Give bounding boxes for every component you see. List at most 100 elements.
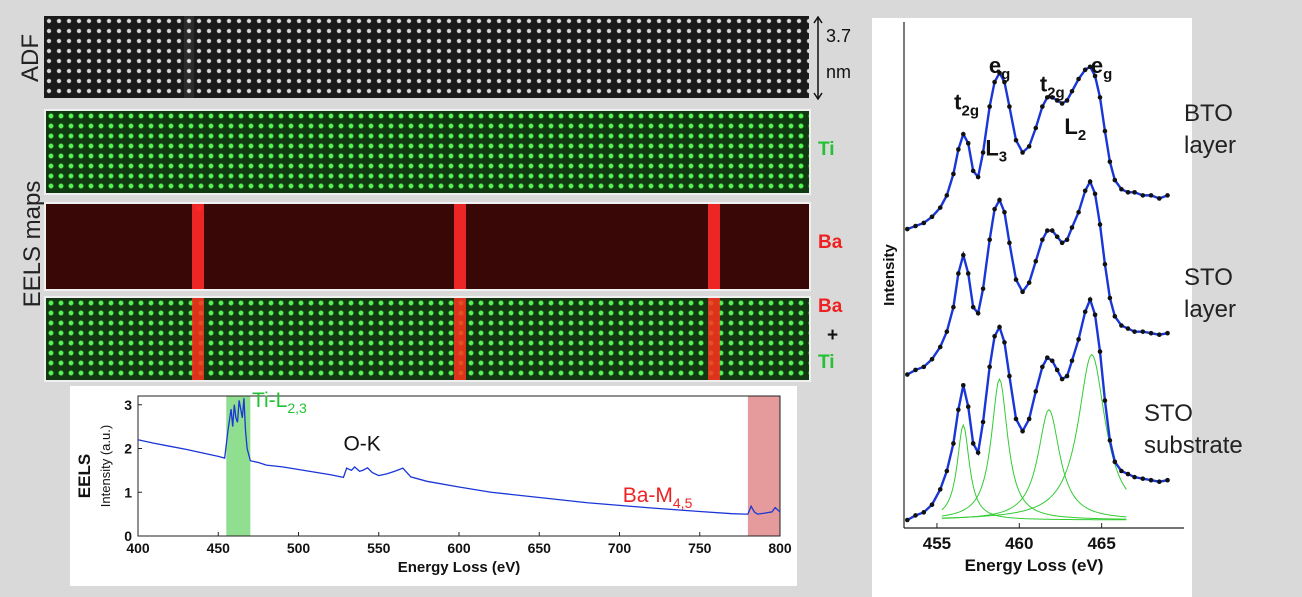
ti-map-label: Ti: [818, 139, 835, 160]
ti-data-point: [1132, 190, 1137, 195]
ti-data-point: [1064, 98, 1070, 103]
ti-peak-label-1: eg: [989, 53, 1010, 83]
ti-fit-component-0: [941, 423, 1127, 521]
eels-spectrum-line: [137, 398, 781, 515]
ti-data-point: [904, 226, 910, 232]
eels-xtick-label: 500: [287, 540, 311, 556]
ti-data-point: [904, 517, 910, 523]
ti-data-point: [1069, 358, 1075, 364]
ti-data-point: [1112, 459, 1118, 465]
ti-data-point: [1092, 191, 1098, 197]
ti-data-point: [929, 214, 935, 220]
ti-data-point: [1054, 234, 1060, 240]
ti-data-point: [992, 206, 997, 212]
ti-data-point: [1069, 88, 1075, 94]
ti-peak-label-2: t2g: [1040, 71, 1065, 101]
ti-data-point: [1076, 76, 1081, 82]
ti-data-point: [1107, 295, 1113, 301]
ti-peak-subscript: g: [1103, 66, 1112, 83]
ti-data-point: [960, 252, 966, 258]
ti-data-point: [1054, 367, 1060, 373]
ti-data-point: [1020, 150, 1025, 155]
ti-peak-label-5: L2: [1064, 114, 1086, 144]
ti-data-point: [1112, 314, 1118, 319]
eels-band-1: [747, 396, 780, 536]
ti-data-point: [997, 70, 1002, 76]
ti-peak-label-3: eg: [1091, 53, 1112, 83]
ti-data-point: [1002, 209, 1007, 215]
ti-fit-component-3: [941, 353, 1127, 519]
ti-data-point: [1140, 329, 1146, 334]
ti-data-point: [1076, 209, 1081, 215]
ti-eels-map: [44, 109, 811, 195]
bto-layer-line1: BTO: [1184, 100, 1233, 127]
ti-data-point: [1087, 179, 1093, 184]
ti-data-point: [1064, 237, 1070, 243]
ti-xaxis-label: Energy Loss (eV): [965, 556, 1104, 575]
ti-peak-subscript: 2g: [1047, 84, 1065, 101]
ti-data-point: [944, 329, 950, 334]
ti-data-point: [1132, 474, 1137, 480]
eels-yaxis-label: Intensity (a.u.): [98, 425, 113, 507]
ti-data-point: [1102, 128, 1108, 134]
eels-annotation-1: O-K: [343, 433, 380, 456]
ti-data-point: [970, 441, 976, 446]
ti-data-point: [1020, 428, 1025, 434]
ti-data-point: [987, 364, 992, 370]
ti-data-point: [1156, 479, 1162, 485]
ti-data-point: [1002, 79, 1007, 85]
eels-xtick-label: 800: [768, 540, 792, 556]
ti-data-point: [1059, 240, 1065, 246]
ti-data-point: [929, 356, 935, 362]
sto-layer-line1: STO: [1184, 264, 1233, 291]
ti-l23-panel: [872, 18, 1192, 597]
ti-xtick-label: 460: [1005, 534, 1033, 553]
combo-plus-label: +: [827, 325, 839, 346]
ti-data-point: [1064, 373, 1070, 379]
ti-data-point: [1148, 193, 1154, 198]
ti-data-point: [937, 205, 943, 210]
ti-data-point: [1026, 416, 1032, 422]
ti-data-point: [1026, 280, 1032, 285]
ti-data-point: [987, 104, 992, 109]
ti-data-point: [965, 271, 971, 276]
ti-data-point: [913, 223, 918, 229]
eels-spectrum-chart: 400 450 500 550 600 650 700 750 800 0 1 2 3 Energy Lo…: [75, 389, 792, 576]
ti-data-point: [1044, 95, 1050, 100]
ti-peak-subscript: 2: [1078, 127, 1086, 144]
eels-side-label: EELS: [75, 454, 94, 498]
eels-ytick-label: 2: [124, 441, 132, 457]
ti-data-point: [1092, 312, 1098, 318]
ti-data-point: [1140, 476, 1146, 481]
ti-data-point: [1119, 323, 1124, 328]
bto-layer-label: BTO layer: [1184, 98, 1236, 162]
ti-data-point: [1082, 188, 1088, 194]
sto-layer-label: STO layer: [1184, 262, 1236, 326]
eels-xtick-label: 450: [207, 540, 231, 556]
ti-data-point: [956, 147, 961, 152]
ti-data-point: [921, 510, 927, 515]
eels-xtick-label: 700: [608, 540, 632, 556]
ti-data-point: [997, 197, 1002, 203]
ti-data-point: [980, 286, 986, 292]
ti-data-point: [951, 441, 956, 446]
ti-data-point: [1033, 389, 1039, 394]
ti-xtick-label: 455: [923, 534, 951, 553]
ti-data-point: [1102, 261, 1108, 267]
ti-data-point: [921, 220, 927, 226]
ti-data-point: [1119, 468, 1124, 474]
ti-data-point: [944, 193, 950, 198]
ti-data-point: [1148, 330, 1154, 336]
ti-data-point: [960, 131, 966, 137]
ti-peak-subscript: g: [1001, 66, 1010, 83]
ti-data-point: [1082, 67, 1088, 73]
ti-data-point: [975, 174, 981, 180]
ti-data-point: [944, 468, 950, 474]
ba-ti-combined-map: [44, 296, 811, 382]
ti-data-point: [1132, 329, 1137, 334]
ti-data-point: [1165, 477, 1170, 483]
ti-data-point: [1107, 159, 1113, 164]
scale-bar: [813, 16, 823, 100]
eels-ytick-label: 3: [124, 397, 132, 413]
ti-data-point: [970, 304, 976, 310]
